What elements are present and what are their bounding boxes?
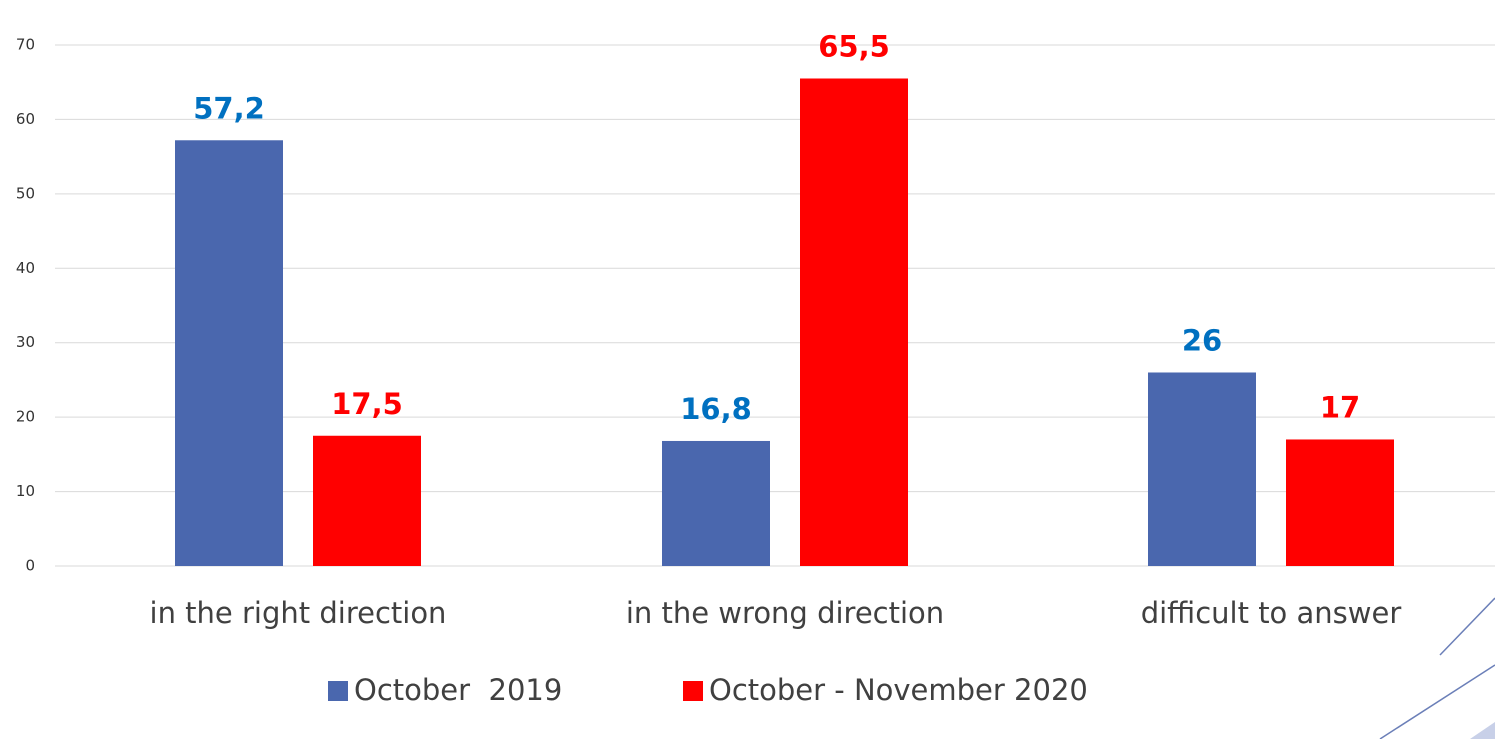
bar [662, 440, 770, 566]
legend-label: October - November 2020 [709, 673, 1088, 707]
decoration [1439, 597, 1495, 656]
y-tick-label: 30 [16, 333, 35, 351]
value-label: 17 [1320, 390, 1360, 424]
x-tick-label: in the right direction [150, 596, 447, 630]
bar [1286, 439, 1394, 566]
decoration [1470, 722, 1495, 739]
bar [175, 140, 283, 567]
value-label: 16,8 [680, 392, 752, 426]
legend-swatch [683, 681, 703, 701]
y-tick-label: 60 [16, 110, 35, 128]
value-label: 26 [1182, 323, 1222, 357]
x-tick-label: difficult to answer [1141, 596, 1402, 630]
value-label: 57,2 [193, 91, 265, 125]
y-tick-label: 0 [25, 557, 35, 575]
bar [1148, 372, 1256, 566]
value-label: 65,5 [818, 29, 890, 63]
y-tick-label: 10 [16, 482, 35, 500]
y-tick-label: 70 [16, 36, 35, 54]
y-tick-label: 20 [16, 408, 35, 426]
x-tick-label: in the wrong direction [626, 596, 944, 630]
bar [800, 78, 908, 566]
y-tick-label: 50 [16, 184, 35, 202]
legend-swatch [328, 681, 348, 701]
decoration [1379, 664, 1495, 739]
bar [313, 435, 421, 566]
value-label: 17,5 [331, 387, 403, 421]
legend-label: October 2019 [354, 673, 562, 707]
y-tick-label: 40 [16, 259, 35, 277]
